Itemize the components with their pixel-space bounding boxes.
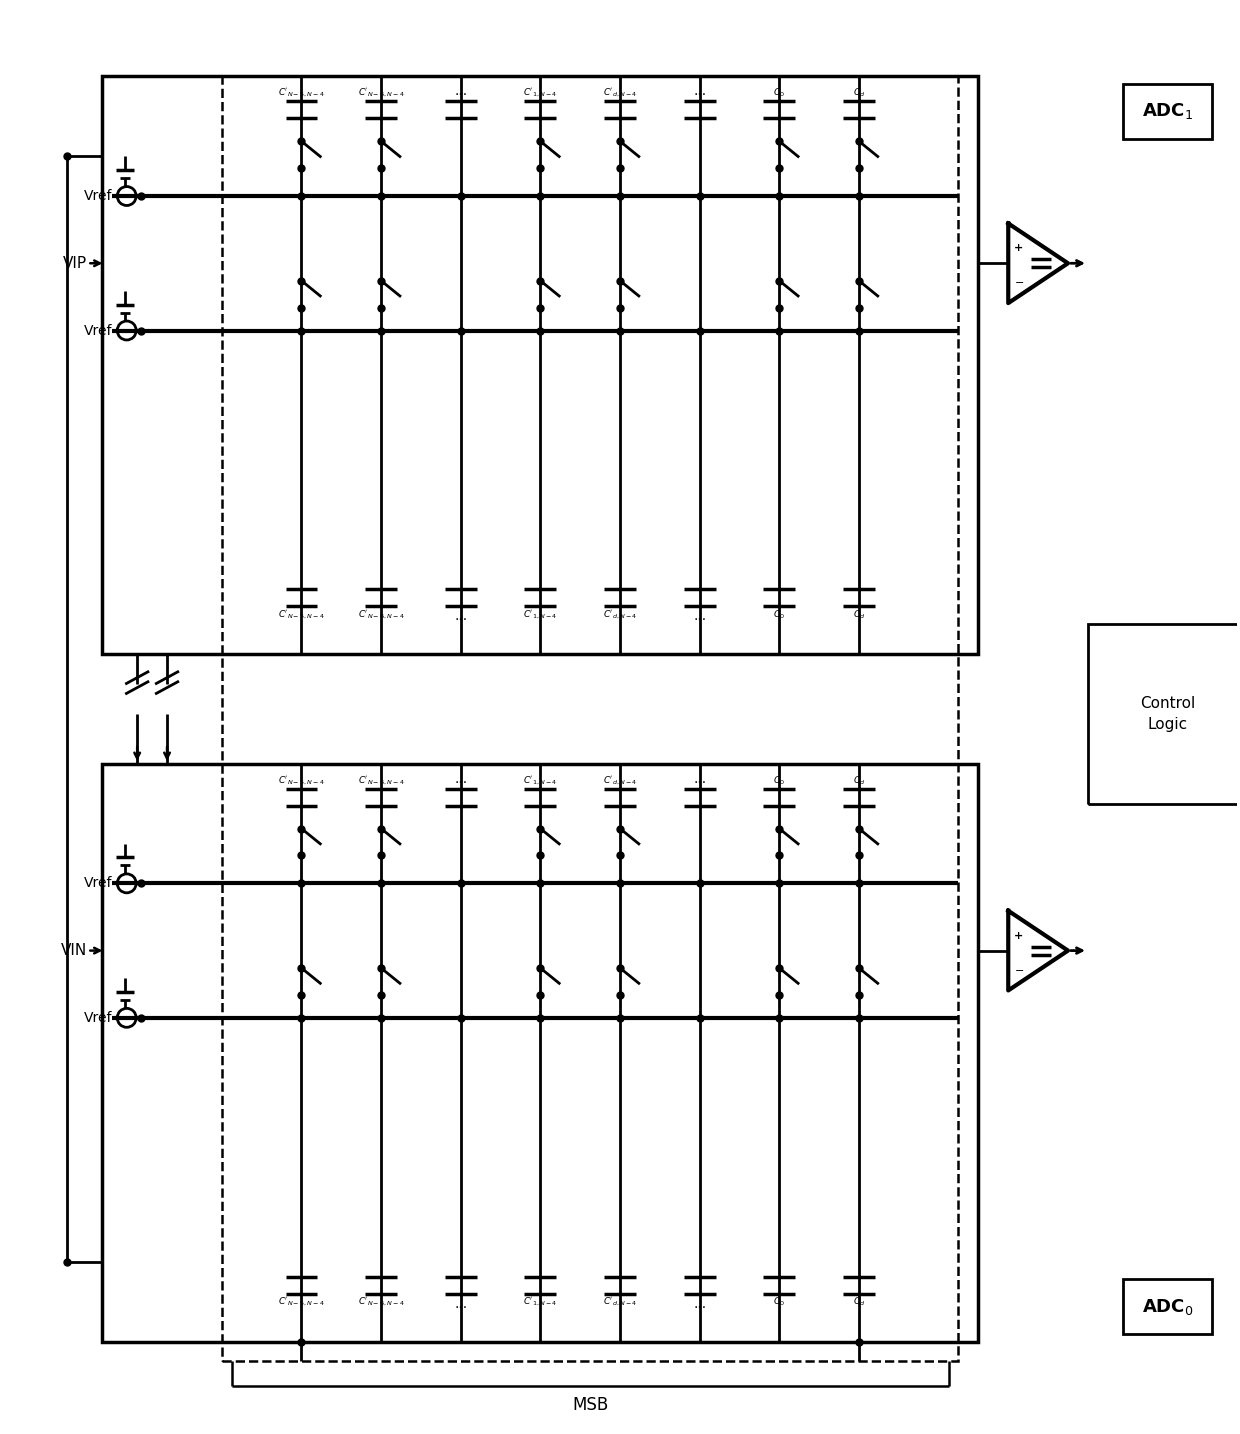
Text: $C_d$: $C_d$ — [853, 87, 866, 99]
Text: ...: ... — [693, 1296, 707, 1311]
Text: $C'_{d,N-4}$: $C'_{d,N-4}$ — [603, 608, 637, 621]
Text: $C_d$: $C_d$ — [853, 774, 866, 787]
Text: VIP: VIP — [63, 255, 87, 271]
Text: $C'_{N-6,N-4}$: $C'_{N-6,N-4}$ — [357, 87, 404, 99]
Text: Vref: Vref — [84, 876, 113, 891]
Text: ...: ... — [693, 771, 707, 786]
Text: $C'_{1,N-4}$: $C'_{1,N-4}$ — [523, 608, 558, 621]
Text: ADC$_1$: ADC$_1$ — [1142, 102, 1193, 122]
Bar — [1122, 85, 1213, 139]
Text: Vref: Vref — [84, 1011, 113, 1025]
Text: $C_d$: $C_d$ — [853, 1296, 866, 1308]
Text: ADC$_0$: ADC$_0$ — [1142, 1296, 1193, 1316]
Text: $C'_{1,N-4}$: $C'_{1,N-4}$ — [523, 1296, 558, 1308]
Text: ...: ... — [454, 771, 467, 786]
Text: $C'_{N-5,N-4}$: $C'_{N-5,N-4}$ — [278, 1296, 325, 1308]
Text: $C'_{N-6,N-4}$: $C'_{N-6,N-4}$ — [357, 774, 404, 787]
Text: +: + — [1014, 931, 1023, 941]
Text: +: + — [1014, 244, 1023, 254]
Text: ...: ... — [454, 609, 467, 624]
Bar — [1087, 624, 1240, 803]
Text: $C'_{N-5,N-4}$: $C'_{N-5,N-4}$ — [278, 608, 325, 621]
Text: $C'_{N-5,N-4}$: $C'_{N-5,N-4}$ — [278, 87, 325, 99]
Text: $C'_{N-6,N-4}$: $C'_{N-6,N-4}$ — [357, 608, 404, 621]
Bar — [1122, 1279, 1213, 1334]
Text: $C_0$: $C_0$ — [774, 608, 785, 621]
Bar — [103, 76, 978, 654]
Text: $C'_{N-5,N-4}$: $C'_{N-5,N-4}$ — [278, 774, 325, 787]
Text: Vref: Vref — [84, 324, 113, 337]
Text: ...: ... — [693, 85, 707, 99]
Text: $C'_{d,N-4}$: $C'_{d,N-4}$ — [603, 774, 637, 787]
Bar — [103, 764, 978, 1342]
Text: Vref: Vref — [84, 189, 113, 204]
Text: $C'_{1,N-4}$: $C'_{1,N-4}$ — [523, 774, 558, 787]
Text: MSB: MSB — [572, 1397, 609, 1414]
Text: $C_0$: $C_0$ — [774, 774, 785, 787]
Text: $C'_{N-6,N-4}$: $C'_{N-6,N-4}$ — [357, 1296, 404, 1308]
Bar — [222, 76, 959, 1361]
Text: ...: ... — [454, 85, 467, 99]
Text: $C'_{1,N-4}$: $C'_{1,N-4}$ — [523, 87, 558, 99]
Text: VIN: VIN — [61, 944, 87, 958]
Text: $C'_{d,N-4}$: $C'_{d,N-4}$ — [603, 87, 637, 99]
Text: $-$: $-$ — [1014, 277, 1024, 287]
Text: Control
Logic: Control Logic — [1140, 695, 1195, 731]
Text: $C_0$: $C_0$ — [774, 87, 785, 99]
Text: $C_d$: $C_d$ — [853, 608, 866, 621]
Text: ...: ... — [693, 609, 707, 624]
Text: $C'_{d,N-4}$: $C'_{d,N-4}$ — [603, 1296, 637, 1308]
Text: ...: ... — [454, 1296, 467, 1311]
Text: $C_0$: $C_0$ — [774, 1296, 785, 1308]
Text: $-$: $-$ — [1014, 964, 1024, 974]
